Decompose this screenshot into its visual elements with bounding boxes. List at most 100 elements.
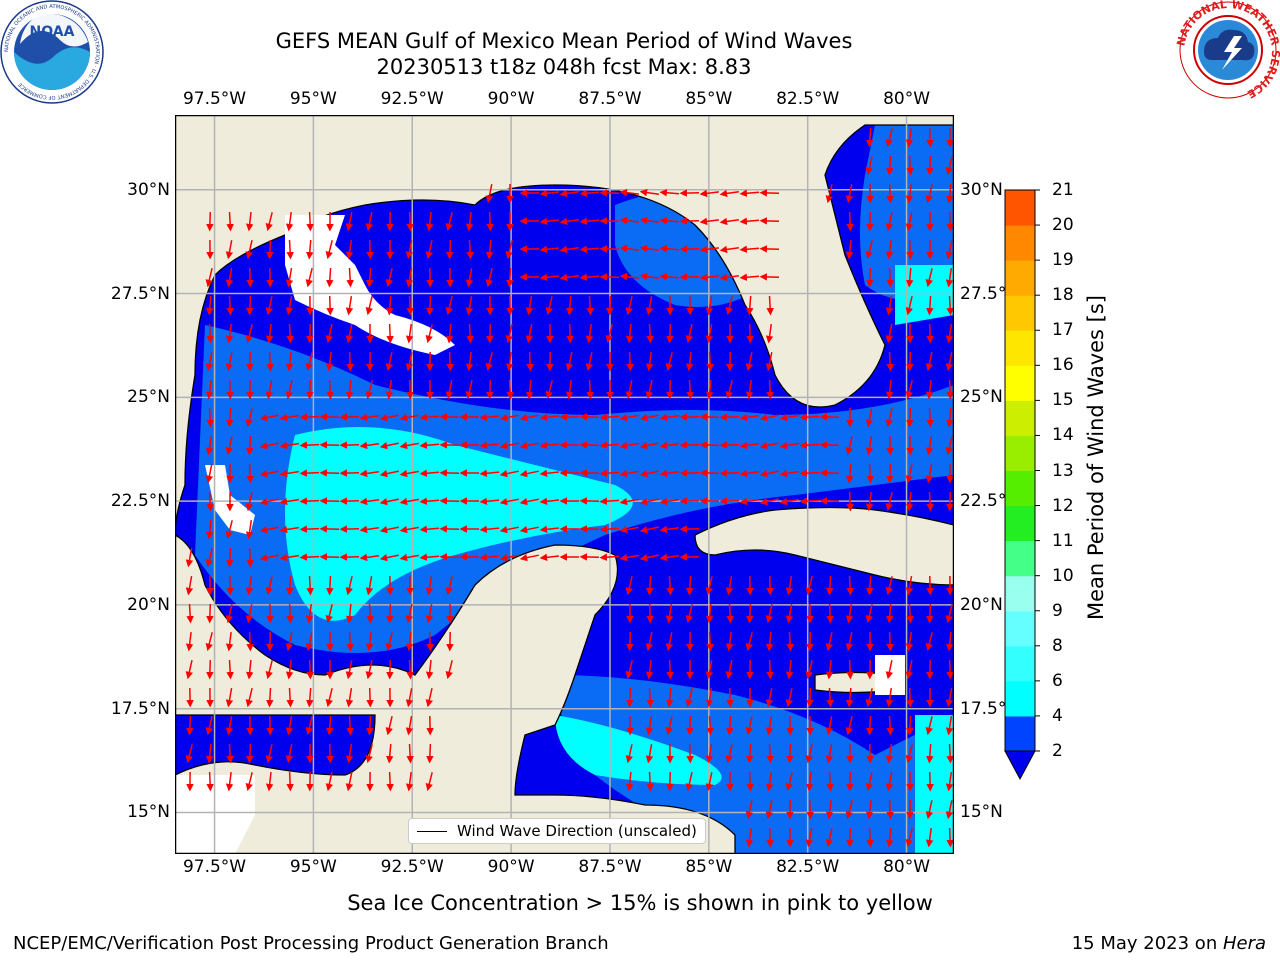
wave-direction-arrow xyxy=(539,245,559,254)
landmass xyxy=(175,115,954,854)
wave-direction-arrow xyxy=(866,827,874,848)
wave-direction-arrow xyxy=(766,659,774,680)
lat-tick-label: 25°N xyxy=(960,387,1003,408)
wave-direction-arrow xyxy=(465,352,474,372)
wave-direction-arrow xyxy=(306,659,314,680)
wave-direction-arrow xyxy=(405,323,414,344)
wave-direction-arrow xyxy=(846,827,854,848)
wave-direction-arrow xyxy=(206,771,214,792)
wave-direction-arrow xyxy=(525,324,534,344)
wave-direction-arrow xyxy=(579,217,600,226)
wave-direction-arrow xyxy=(645,715,654,736)
wave-direction-arrow xyxy=(519,553,539,562)
lon-tick-label: 80°W xyxy=(883,89,931,109)
wave-direction-arrow xyxy=(759,245,780,253)
wave-direction-arrow xyxy=(599,469,620,477)
wave-direction-arrow xyxy=(265,576,273,596)
wave-direction-arrow xyxy=(226,659,234,680)
wave-direction-arrow xyxy=(845,800,853,820)
wave-direction-arrow xyxy=(866,715,874,736)
wave-direction-arrow xyxy=(619,469,640,478)
wave-direction-arrow xyxy=(205,268,213,288)
wave-direction-arrow xyxy=(665,352,673,372)
wave-direction-arrow xyxy=(946,743,954,764)
wave-direction-arrow xyxy=(905,491,914,512)
wave-direction-arrow xyxy=(246,547,254,568)
wave-direction-arrow xyxy=(206,659,214,680)
wave-direction-arrow xyxy=(486,379,494,400)
wave-direction-arrow xyxy=(285,715,294,736)
colorbar-tick-label: 12 xyxy=(1052,495,1074,516)
wave-direction-arrow xyxy=(826,771,834,792)
footer-left: NCEP/EMC/Verification Post Processing Pr… xyxy=(13,933,609,954)
wave-direction-arrow xyxy=(846,575,854,596)
wave-direction-arrow xyxy=(285,659,294,680)
wave-direction-arrow xyxy=(845,716,853,736)
wave-direction-arrow xyxy=(286,239,294,260)
footer-date: 15 May 2023 on xyxy=(1071,933,1223,954)
wave-direction-arrow xyxy=(419,525,440,533)
wave-direction-arrow xyxy=(245,659,254,680)
wave-direction-arrow xyxy=(666,575,674,596)
wave-direction-arrow xyxy=(626,631,634,652)
wave-direction-arrow xyxy=(366,687,374,708)
wave-direction-arrow xyxy=(365,660,373,680)
wave-direction-arrow xyxy=(525,295,534,316)
wave-direction-arrow xyxy=(805,828,814,848)
wave-direction-arrow xyxy=(519,413,539,422)
wave-direction-arrow xyxy=(945,323,954,344)
wave-direction-arrow xyxy=(285,267,294,288)
wave-direction-arrow xyxy=(659,272,680,281)
wave-direction-arrow xyxy=(905,212,914,232)
wave-direction-arrow xyxy=(306,211,314,232)
wave-direction-arrow xyxy=(925,463,934,484)
wave-direction-arrow xyxy=(685,352,694,372)
wave-direction-arrow xyxy=(826,603,834,624)
wave-direction-arrow xyxy=(705,743,714,764)
wave-direction-arrow xyxy=(419,441,440,449)
wave-direction-arrow xyxy=(465,267,474,288)
wave-direction-arrow xyxy=(425,688,433,708)
wave-direction-arrow xyxy=(785,603,794,624)
wave-direction-arrow xyxy=(799,469,820,477)
wave-direction-arrow xyxy=(299,469,320,477)
wave-direction-arrow xyxy=(885,324,894,344)
lon-tick-label: 90°W xyxy=(487,89,535,109)
wave-direction-arrow xyxy=(499,497,519,506)
wave-direction-arrow xyxy=(665,603,674,624)
wave-direction-arrow xyxy=(379,525,399,534)
wave-direction-arrow xyxy=(945,604,953,624)
wave-direction-arrow xyxy=(885,660,894,680)
wave-direction-arrow xyxy=(379,413,399,422)
wave-direction-arrow xyxy=(746,603,754,624)
wave-direction-arrow xyxy=(685,324,693,344)
colorbar-tick-label: 17 xyxy=(1052,320,1074,341)
colorbar-tick-label: 13 xyxy=(1052,460,1074,481)
wave-direction-arrow xyxy=(606,295,614,316)
wave-direction-arrow xyxy=(766,743,774,764)
wave-direction-arrow xyxy=(645,743,654,764)
wave-direction-arrow xyxy=(246,631,254,652)
wave-direction-arrow xyxy=(665,687,674,708)
wave-direction-arrow xyxy=(885,239,894,260)
wave-direction-arrow xyxy=(385,379,394,400)
wave-direction-arrow xyxy=(659,469,680,478)
wave-direction-arrow xyxy=(686,743,694,764)
wave-direction-arrow xyxy=(785,575,794,596)
lon-tick-label: 80°W xyxy=(883,857,931,877)
map-legend: Wind Wave Direction (unscaled) xyxy=(408,818,706,844)
wave-direction-arrow xyxy=(645,295,654,316)
wave-direction-arrow xyxy=(739,497,760,506)
wave-direction-arrow xyxy=(686,575,694,596)
wave-direction-arrow xyxy=(906,155,914,176)
wave-direction-arrow xyxy=(905,660,914,680)
wave-direction-arrow xyxy=(246,295,254,316)
wave-direction-arrow xyxy=(906,715,914,736)
wave-direction-arrow xyxy=(259,553,279,562)
wave-direction-arrow xyxy=(579,245,600,254)
wave-direction-arrow xyxy=(445,212,453,232)
wave-direction-arrow xyxy=(886,155,894,176)
wave-direction-arrow xyxy=(525,379,534,400)
wave-direction-arrow xyxy=(399,441,420,450)
wave-direction-arrow xyxy=(279,469,300,478)
